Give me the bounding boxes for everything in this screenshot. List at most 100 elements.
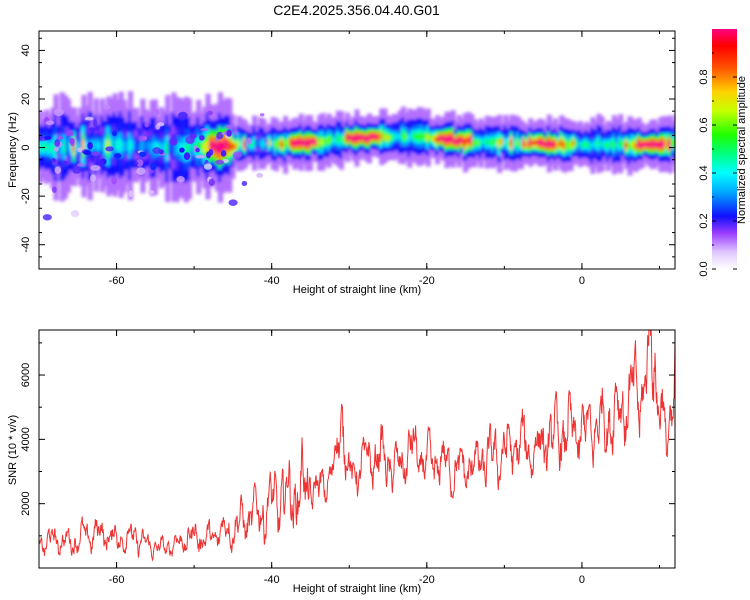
snr-ytick-label: 2000 [20, 491, 32, 515]
spectrogram-cell [292, 140, 298, 147]
spectrogram-ytick-label: 0 [20, 145, 32, 151]
spectrogram-speckle-strong [195, 147, 200, 153]
spectrogram-cell [96, 141, 103, 150]
spectrogram-cell [655, 142, 661, 148]
spectrogram-cell [404, 134, 410, 140]
spectrogram-cell [531, 140, 537, 146]
spectrogram-speckle-strong [183, 152, 191, 161]
spectrogram-cell [84, 141, 90, 151]
spectrogram-cell [326, 137, 332, 144]
spectrogram-cell [627, 142, 633, 150]
spectrogram-cell [373, 134, 379, 139]
snr-panel: -60 -40 -20 0 2000 4000 6000 Height of straigh… [7, 329, 676, 595]
spectrogram-speckle [90, 165, 101, 171]
spectrogram-cell [304, 139, 310, 147]
colorbar-tick-label: 0.0 [698, 261, 710, 276]
spectrogram-cell [342, 136, 348, 142]
spectrogram-cell [320, 138, 326, 146]
spectrogram-speckle [259, 113, 265, 117]
spectrogram-cell [258, 140, 264, 147]
spectrogram-cell [261, 141, 267, 147]
spectrogram-speckle-strong [189, 133, 197, 139]
spectrogram-cell [397, 133, 403, 140]
spectrogram-cell [171, 140, 177, 154]
spectrogram-speckle-strong [99, 158, 104, 167]
spectrogram-cell [143, 141, 149, 150]
spectrogram-cell [559, 139, 565, 147]
spectrogram-cell [214, 142, 220, 153]
spectrogram-cell [332, 137, 338, 144]
spectrogram-speckle-strong [158, 149, 164, 155]
spectrogram-speckle-strong [226, 129, 232, 137]
spectrogram-cell [661, 140, 667, 148]
spectrogram-ticks: -60 -40 -20 0 -40 -20 0 20 40 [20, 31, 675, 287]
spectrogram-cell [624, 142, 630, 149]
spectrogram-cell [463, 139, 469, 147]
spectrogram-cell [121, 140, 127, 152]
spectrogram-cell [518, 141, 524, 148]
spectrogram-cell [351, 136, 357, 142]
spectrogram-cell [127, 139, 134, 153]
spectrogram-cell [279, 141, 286, 147]
spectrogram-cell [323, 139, 329, 145]
spectrogram-cell [618, 140, 624, 148]
spectrogram-cell [41, 143, 47, 151]
spectrogram-frame [38, 30, 676, 270]
spectrogram-cell [140, 140, 146, 152]
spectrogram-cell [385, 135, 391, 141]
spectrogram-speckle-strong [169, 138, 178, 146]
spectrogram-speckle [54, 139, 61, 147]
spectrogram-cell [78, 142, 84, 152]
snr-ytick-label: 6000 [20, 363, 32, 387]
spectrogram-cell [186, 142, 193, 155]
spectrogram-speckle [40, 111, 45, 120]
spectrogram-speckle [155, 108, 160, 116]
spectrogram-cell [410, 132, 416, 139]
spectrogram-cell [109, 140, 115, 152]
spectrogram-cell [124, 141, 130, 151]
spectrogram-cell [379, 133, 385, 141]
spectrogram-speckle-strong [62, 160, 68, 166]
spectrogram-cell [93, 139, 99, 151]
spectrogram-cell [664, 140, 670, 148]
spectrogram-panel: -60 -40 -20 0 -40 -20 0 20 40 Height of straight… [7, 30, 676, 296]
spectrogram-cell [509, 139, 515, 147]
spectrogram-speckle [70, 210, 80, 218]
spectrogram-cell [205, 140, 211, 153]
colorbar-gradient [712, 29, 737, 269]
spectrogram-cell [521, 140, 528, 146]
spectrogram-cell [670, 140, 675, 146]
spectrogram-cell [196, 141, 202, 153]
spectrogram-cell [487, 139, 493, 145]
spectrogram-speckle [65, 130, 75, 137]
spectrogram-speckle [144, 122, 149, 128]
spectrogram-cell [90, 142, 96, 149]
snr-ylabel: SNR (10 * v/v) [7, 415, 19, 485]
spectrogram-speckle [136, 159, 144, 167]
spectrogram-cell [338, 136, 345, 144]
snr-xtick-label: -60 [109, 574, 125, 586]
spectrogram-cell [202, 142, 208, 153]
spectrogram-cell [500, 139, 506, 144]
spectrogram-cell [233, 144, 239, 149]
spectrogram-cell [388, 135, 394, 141]
spectrogram-cell [224, 138, 230, 150]
spectrogram-cell [190, 142, 196, 151]
spectrogram-cell [642, 142, 649, 147]
spectrogram-cell [565, 142, 571, 149]
spectrogram-cell [106, 140, 112, 152]
spectrogram-speckle [195, 154, 206, 159]
spectrogram-cell [652, 141, 658, 148]
spectrogram-speckle [138, 135, 148, 142]
spectrogram-cell [584, 141, 590, 147]
spectrogram-cell [667, 141, 673, 148]
spectrogram-cell [590, 142, 596, 149]
spectrogram-speckle [152, 147, 161, 155]
spectrogram-cell [177, 141, 183, 154]
spectrogram-speckle [54, 166, 62, 174]
spectrogram-speckle [204, 163, 213, 170]
snr-xtick-label: -20 [419, 574, 435, 586]
spectrogram-speckle-strong [83, 149, 92, 156]
spectrogram-cell [242, 141, 248, 148]
